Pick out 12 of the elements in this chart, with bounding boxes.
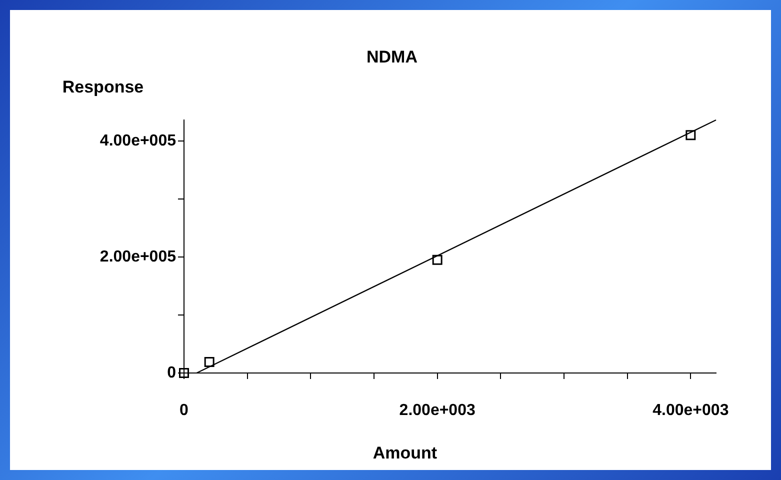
point [432, 254, 442, 265]
y-tick-label: 4.00e+005 [100, 132, 176, 150]
chart-title: NDMA [366, 48, 418, 67]
x-tick-label: 4.00e+003 [652, 402, 729, 420]
x-tick-label: 2.00e+003 [399, 402, 476, 420]
x-tick-label: 0 [180, 402, 189, 420]
point [204, 356, 214, 367]
point [686, 130, 696, 140]
y-tick-label: 0 [167, 364, 176, 382]
y-tick-label: 2.00e+005 [100, 248, 176, 266]
x-axis-title: Amount [372, 444, 438, 463]
y-axis-title: Response [62, 78, 144, 97]
